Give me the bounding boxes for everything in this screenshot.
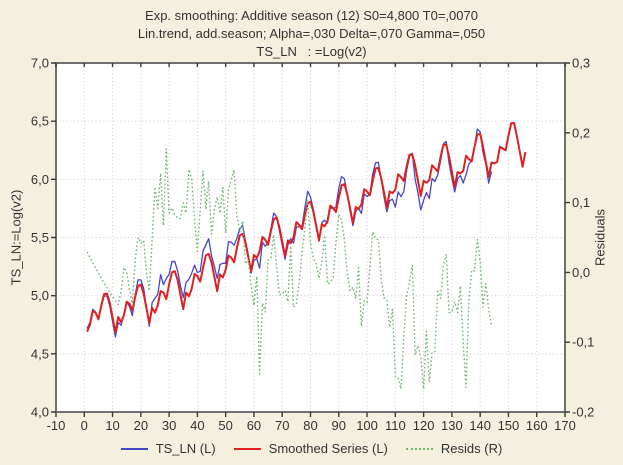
- y-left-tick-label: 4,5: [31, 346, 49, 361]
- x-tick-label: 0: [81, 418, 88, 433]
- x-tick-label: -10: [47, 418, 66, 433]
- y-left-tick-label: 5,5: [31, 230, 49, 245]
- y-right-tick-label: -0,1: [572, 335, 594, 350]
- x-tick-label: 70: [275, 418, 289, 433]
- x-tick-label: 20: [134, 418, 148, 433]
- legend-label: Smoothed Series (L): [268, 441, 388, 456]
- right-axis-title: Residuals: [592, 208, 608, 267]
- chart-title-block: Exp. smoothing: Additive season (12) S0=…: [0, 7, 623, 61]
- x-tick-label: 50: [218, 418, 232, 433]
- legend-line-sample-icon: [233, 447, 261, 450]
- legend-label: TS_LN (L): [155, 441, 216, 456]
- x-tick-label: 10: [105, 418, 119, 433]
- y-left-tick-label: 7,0: [31, 56, 49, 71]
- y-left-tick-label: 6,5: [31, 114, 49, 129]
- y-left-tick-label: 5,0: [31, 288, 49, 303]
- x-tick-label: 140: [469, 418, 491, 433]
- legend-item-2: Resids (R): [405, 441, 503, 456]
- x-tick-label: 110: [385, 418, 406, 433]
- chart-title-line3: TS_LN : =Log(v2): [256, 44, 367, 59]
- x-tick-label: 90: [332, 418, 346, 433]
- chart-title-line1: Exp. smoothing: Additive season (12) S0=…: [145, 8, 478, 23]
- y-right-tick-label: 0,3: [572, 56, 590, 71]
- x-tick-label: 80: [303, 418, 317, 433]
- resids-line: [86, 148, 493, 390]
- legend-line-sample-icon: [405, 447, 433, 450]
- y-right-tick-label: 0,0: [572, 265, 590, 280]
- gridlines: [56, 63, 565, 412]
- axis-ticks: [51, 62, 570, 417]
- y-left-tick-label: 4,0: [31, 405, 49, 420]
- x-tick-label: 170: [554, 418, 576, 433]
- x-tick-label: 100: [356, 418, 378, 433]
- y-right-tick-label: 0,2: [572, 125, 590, 140]
- x-tick-label: 40: [190, 418, 204, 433]
- legend-item-1: Smoothed Series (L): [233, 441, 388, 456]
- legend-label: Resids (R): [440, 441, 503, 456]
- left-axis-title: TS_LN:=Log(v2): [8, 189, 24, 286]
- x-tick-label: 160: [526, 418, 548, 433]
- chart-title-line2: Lin.trend, add.season; Alpha=,030 Delta=…: [137, 26, 486, 41]
- y-left-tick-label: 6,0: [31, 172, 49, 187]
- legend-item-0: TS_LN (L): [120, 441, 216, 456]
- x-tick-label: 120: [413, 418, 435, 433]
- y-right-tick-label: -0,2: [572, 405, 594, 420]
- smoothed-series-line: [86, 121, 527, 334]
- x-tick-label: 60: [247, 418, 261, 433]
- y-right-tick-label: 0,1: [572, 195, 590, 210]
- x-tick-label: 150: [498, 418, 520, 433]
- legend-line-sample-icon: [120, 447, 148, 450]
- x-tick-label: 30: [162, 418, 176, 433]
- x-tick-label: 130: [441, 418, 463, 433]
- legend: TS_LN (L) Smoothed Series (L) Resids (R): [0, 441, 623, 456]
